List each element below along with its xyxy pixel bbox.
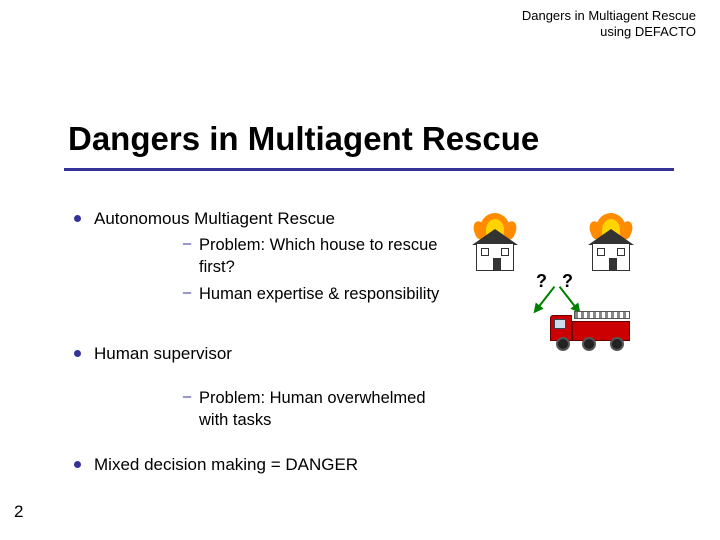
bullet-dash-icon: – <box>175 234 199 279</box>
question-mark: ? <box>562 271 573 292</box>
body-content: Autonomous Multiagent Rescue – Problem: … <box>60 208 440 480</box>
bullet-dot-icon <box>60 208 94 230</box>
illustration: ? ? <box>462 205 682 375</box>
bullet-1-sub-2-text: Human expertise & responsibility <box>199 283 439 305</box>
house-icon <box>472 229 518 271</box>
header-line-1: Dangers in Multiagent Rescue <box>522 8 696 24</box>
question-mark: ? <box>536 271 547 292</box>
bullet-1: Autonomous Multiagent Rescue <box>60 208 440 230</box>
bullet-dot-icon <box>60 454 94 476</box>
bullet-3: Mixed decision making = DANGER <box>60 454 440 476</box>
bullet-1-sub-1: – Problem: Which house to rescue first? <box>175 234 440 279</box>
slide-title: Dangers in Multiagent Rescue <box>68 120 680 158</box>
house-icon <box>588 229 634 271</box>
bullet-2-sub-1-text: Problem: Human overwhelmed with tasks <box>199 387 440 432</box>
bullet-2-text: Human supervisor <box>94 343 232 365</box>
firetruck-icon <box>550 301 634 351</box>
bullet-dash-icon: – <box>175 283 199 305</box>
title-rule <box>64 168 674 171</box>
page-number: 2 <box>14 502 23 522</box>
bullet-2-sub-1: – Problem: Human overwhelmed with tasks <box>175 387 440 432</box>
bullet-dash-icon: – <box>175 387 199 432</box>
header-line-2: using DEFACTO <box>522 24 696 40</box>
bullet-1-sub-1-text: Problem: Which house to rescue first? <box>199 234 440 279</box>
bullet-3-text: Mixed decision making = DANGER <box>94 454 358 476</box>
bullet-1-sub-2: – Human expertise & responsibility <box>175 283 440 305</box>
bullet-dot-icon <box>60 343 94 365</box>
bullet-1-text: Autonomous Multiagent Rescue <box>94 208 335 230</box>
bullet-2: Human supervisor <box>60 343 440 365</box>
title-block: Dangers in Multiagent Rescue <box>68 120 680 171</box>
slide-header: Dangers in Multiagent Rescue using DEFAC… <box>522 8 696 41</box>
